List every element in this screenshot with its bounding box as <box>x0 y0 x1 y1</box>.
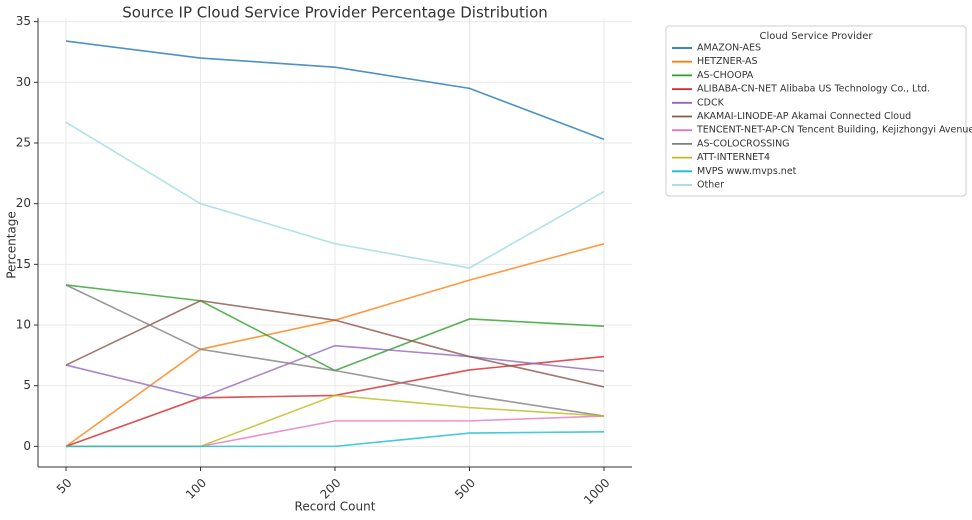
x-axis-label: Record Count <box>295 500 376 514</box>
legend-label: CDCK <box>697 97 725 108</box>
chart-title: Source IP Cloud Service Provider Percent… <box>122 4 548 22</box>
legend-label: MVPS www.mvps.net <box>697 166 797 177</box>
legend-label: ALIBABA-CN-NET Alibaba US Technology Co.… <box>697 84 930 95</box>
y-tick-label: 20 <box>16 196 31 210</box>
x-tick-label: 50 <box>54 476 75 497</box>
legend-title: Cloud Service Provider <box>759 31 873 42</box>
legend-label: AS-COLOCROSSING <box>697 138 790 149</box>
y-tick-label: 0 <box>23 439 31 453</box>
series-line <box>65 299 605 388</box>
y-tick-label: 15 <box>16 257 31 271</box>
y-tick-label: 10 <box>16 318 31 332</box>
legend-label: TENCENT-NET-AP-CN Tencent Building, Keji… <box>696 125 972 136</box>
legend-label: Other <box>697 180 724 191</box>
x-tick-label: 500 <box>452 476 478 502</box>
y-tick-label: 25 <box>16 135 31 149</box>
legend-label: AKAMAI-LINODE-AP Akamai Connected Cloud <box>697 111 911 122</box>
series-line <box>66 431 605 448</box>
legend-label: AMAZON-AES <box>697 43 761 54</box>
x-tick-label: 1000 <box>581 476 612 507</box>
y-axis-label: Percentage <box>5 211 19 279</box>
y-tick-label: 35 <box>16 14 31 28</box>
series-line <box>65 40 605 141</box>
legend-label: AS-CHOOPA <box>697 70 754 81</box>
series-line <box>65 284 605 417</box>
y-tick-label: 30 <box>16 75 31 89</box>
series-line <box>65 344 605 399</box>
legend-box <box>665 25 967 197</box>
legend-label: HETZNER-AS <box>697 56 758 67</box>
y-tick-label: 5 <box>23 378 31 392</box>
series-line <box>65 121 605 269</box>
legend-label: ATT-INTERNET4 <box>697 152 770 163</box>
x-tick-label: 100 <box>183 476 209 502</box>
x-tick-label: 200 <box>317 476 343 502</box>
